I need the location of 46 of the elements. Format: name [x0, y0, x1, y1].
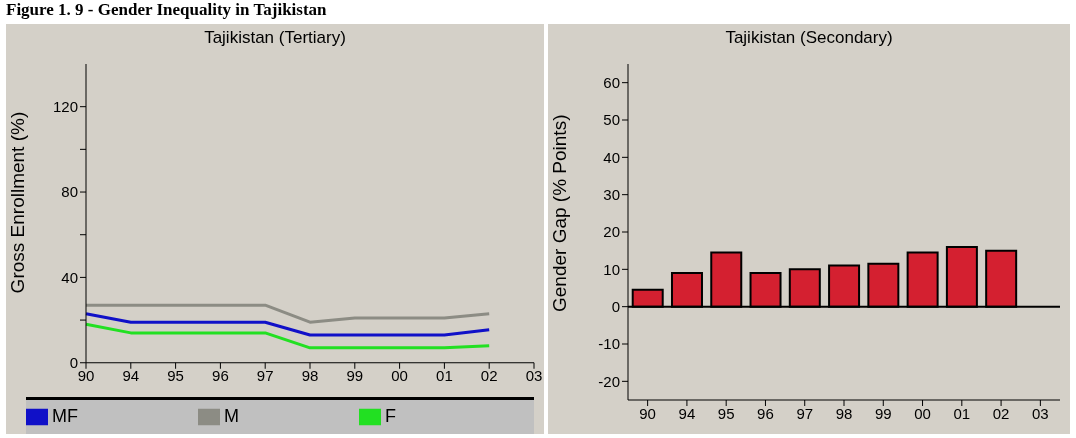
x-tick-label: 00: [391, 367, 408, 385]
x-tick-label: 01: [953, 404, 971, 422]
legend-label: F: [385, 405, 396, 426]
x-tick-label: 99: [346, 367, 364, 385]
line-series: [84, 322, 491, 350]
x-tick-label: 94: [122, 367, 140, 385]
y-axis-title: Gross Enrollment (%): [6, 111, 28, 294]
y-tick-label: 40: [61, 268, 78, 286]
caption: Figure 1. 9 - Gender Inequality in Tajikistan: [6, 0, 327, 19]
x-tick-label: 00: [914, 404, 931, 422]
legend-label: MF: [52, 405, 78, 426]
x-tick-label: 90: [639, 404, 656, 422]
y-tick-label: 120: [52, 98, 78, 115]
y-tick-label: 20: [603, 223, 620, 241]
y-tick-label: 60: [603, 73, 620, 91]
y-tick-label: 50: [603, 111, 620, 129]
y-axis-title: Gender Gap (% Points): [548, 114, 570, 312]
x-tick-label: 97: [796, 404, 814, 422]
x-tick-label: 98: [835, 404, 853, 422]
y-tick-label: 80: [61, 183, 78, 201]
x-tick-label: 94: [678, 404, 696, 422]
x-tick-label: 98: [301, 367, 319, 385]
y-tick-label: 0: [69, 354, 78, 372]
x-tick-label: 95: [167, 367, 184, 385]
y-tick-label: 40: [603, 148, 620, 166]
x-tick-label: 99: [874, 404, 892, 422]
x-tick-label: 95: [717, 404, 735, 422]
x-tick-label: 03: [1032, 404, 1049, 422]
x-tick-label: 01: [436, 367, 453, 385]
x-tick-label: 96: [212, 367, 229, 385]
y-tick-label: 0: [611, 297, 620, 315]
line-series: [84, 303, 491, 324]
x-tick-label: 96: [757, 404, 774, 422]
x-tick-label: 90: [77, 367, 95, 385]
chart-title: Tajikistan (Secondary): [724, 28, 894, 48]
y-tick-label: -10: [598, 335, 620, 353]
legend-label: M: [224, 405, 239, 426]
y-tick-label: 30: [603, 185, 620, 203]
x-tick-label: 02: [992, 404, 1010, 422]
line-series: [84, 312, 491, 337]
x-tick-label: 03: [525, 367, 543, 385]
y-tick-label: 10: [603, 260, 620, 278]
y-tick-label: -20: [598, 372, 620, 390]
chart-title: Tajikistan (Tertiary): [203, 28, 347, 48]
x-tick-label: 97: [256, 367, 274, 385]
x-tick-label: 02: [480, 367, 498, 385]
